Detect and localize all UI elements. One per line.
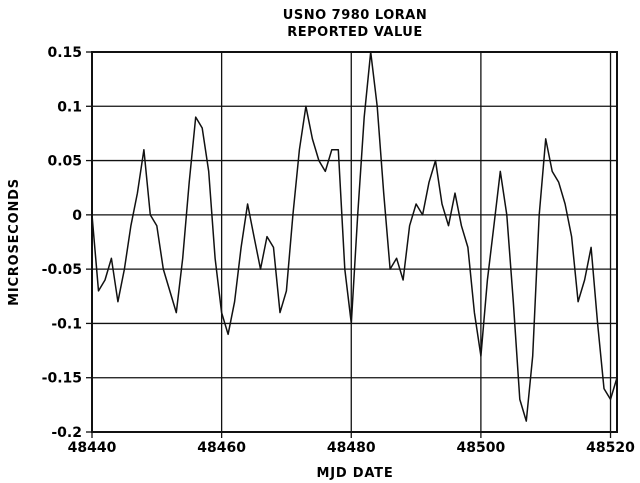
x-tick-label-4: 48520 [586, 440, 635, 456]
y-tick-label-1: -0.15 [42, 371, 82, 387]
series-layer [91, 51, 618, 422]
series-line-0 [91, 51, 618, 422]
tick-labels: -0.2 -0.15 -0.1 -0.05 0 0.05 0.1 0.15 48440 48460… [42, 45, 635, 456]
y-axis-label: MICROSECONDS [7, 178, 22, 306]
y-tick-label-5: 0.05 [47, 154, 82, 170]
grid [91, 51, 617, 433]
y-tick-label-7: 0.15 [47, 45, 82, 61]
x-tick-label-2: 48480 [327, 440, 376, 456]
x-tick-label-0: 48440 [68, 440, 117, 456]
chart-title-line-2: REPORTED VALUE [287, 25, 422, 40]
y-tick-label-2: -0.1 [51, 316, 82, 332]
x-tick-label-1: 48460 [197, 440, 246, 456]
x-axis-label: MJD DATE [316, 466, 393, 481]
y-tick-label-0: -0.2 [51, 425, 82, 441]
plot-frame [91, 51, 618, 433]
y-tick-label-6: 0.1 [57, 99, 82, 115]
chart-title-line-1: USNO 7980 LORAN [283, 8, 427, 23]
y-tick-label-3: -0.05 [42, 262, 82, 278]
x-tick-label-3: 48500 [457, 440, 506, 456]
y-tick-label-4: 0 [72, 208, 82, 224]
